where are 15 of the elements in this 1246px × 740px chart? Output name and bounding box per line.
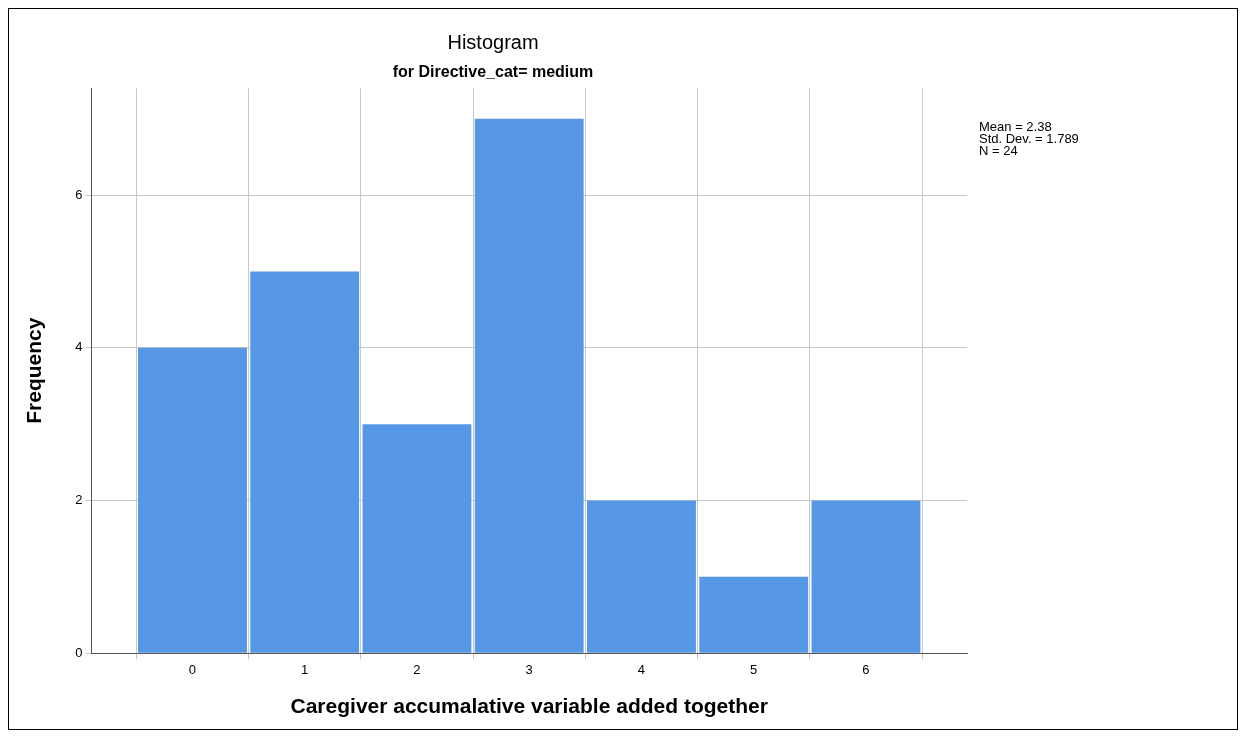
y-tick-label: 6	[75, 186, 83, 202]
chart-subtitle: for Directive_cat= medium	[392, 63, 594, 81]
x-tick-label: 6	[862, 661, 870, 677]
x-tick-label: 0	[188, 661, 197, 677]
x-tick-label: 4	[637, 661, 646, 677]
chart-title: Histogram	[447, 30, 539, 53]
y-tick-label: 2	[75, 492, 83, 508]
y-tick-label: 4	[75, 339, 83, 355]
y-axis-title: Frequency	[22, 317, 46, 424]
x-tick-label: 1	[301, 661, 309, 677]
x-tick-label: 2	[413, 661, 421, 677]
x-tick-label: 5	[750, 661, 758, 677]
y-tick-label: 0	[75, 644, 83, 660]
x-tick-label: 3	[525, 661, 533, 677]
x-axis-title: Caregiver accumalative variable added together	[290, 694, 768, 718]
